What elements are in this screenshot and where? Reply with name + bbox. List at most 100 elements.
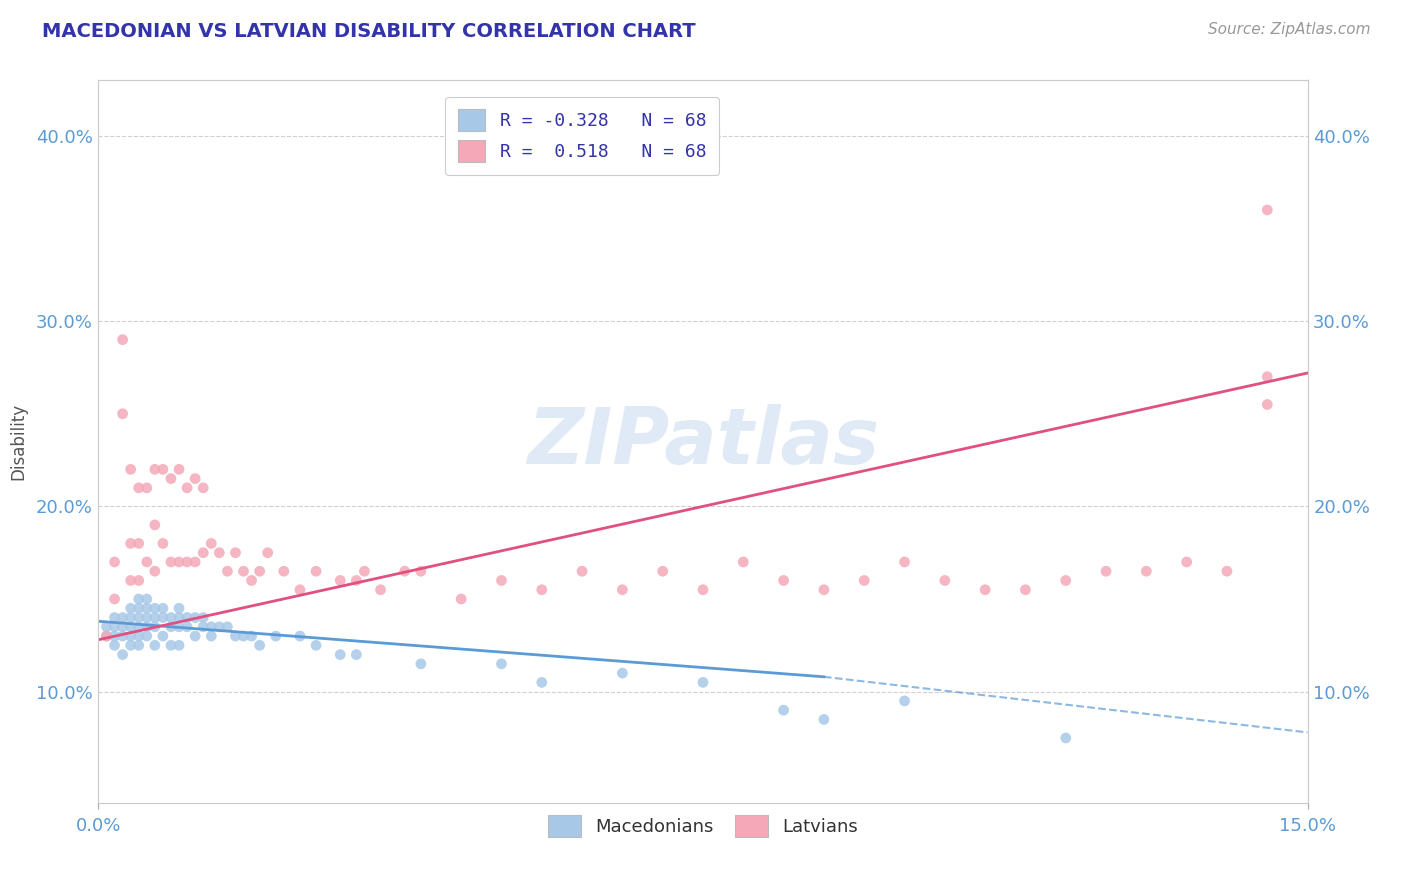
Point xyxy=(103,620,125,634)
Point xyxy=(96,629,118,643)
Point xyxy=(193,620,215,634)
Point xyxy=(120,601,142,615)
Point xyxy=(264,629,287,643)
Text: ZIPatlas: ZIPatlas xyxy=(527,403,879,480)
Point xyxy=(612,582,634,597)
Point xyxy=(934,574,956,588)
Point xyxy=(450,592,472,607)
Point xyxy=(160,610,183,624)
Text: Source: ZipAtlas.com: Source: ZipAtlas.com xyxy=(1208,22,1371,37)
Point xyxy=(135,629,157,643)
Point xyxy=(128,574,150,588)
Point xyxy=(224,629,246,643)
Point xyxy=(974,582,997,597)
Point xyxy=(893,555,915,569)
Point xyxy=(249,638,271,652)
Point xyxy=(167,638,190,652)
Point xyxy=(111,648,134,662)
Point xyxy=(103,592,125,607)
Point xyxy=(224,546,246,560)
Point xyxy=(143,610,166,624)
Point xyxy=(1135,564,1157,578)
Point xyxy=(1175,555,1198,569)
Y-axis label: Disability: Disability xyxy=(10,403,28,480)
Point xyxy=(1054,574,1077,588)
Point xyxy=(143,601,166,615)
Point xyxy=(772,574,794,588)
Point xyxy=(217,564,239,578)
Point xyxy=(143,638,166,652)
Point xyxy=(143,564,166,578)
Point xyxy=(135,555,157,569)
Point xyxy=(152,629,174,643)
Point xyxy=(409,564,432,578)
Point xyxy=(103,555,125,569)
Point xyxy=(120,638,142,652)
Point xyxy=(612,666,634,681)
Point xyxy=(208,620,231,634)
Point xyxy=(217,620,239,634)
Point xyxy=(111,333,134,347)
Point xyxy=(353,564,375,578)
Point xyxy=(160,620,183,634)
Point xyxy=(96,620,118,634)
Point xyxy=(651,564,673,578)
Point xyxy=(240,574,263,588)
Point xyxy=(200,536,222,550)
Point xyxy=(491,657,513,671)
Point xyxy=(530,675,553,690)
Point xyxy=(1256,202,1278,217)
Point xyxy=(305,638,328,652)
Point xyxy=(305,564,328,578)
Point xyxy=(176,620,198,634)
Point xyxy=(1014,582,1036,597)
Point xyxy=(135,610,157,624)
Point xyxy=(120,536,142,550)
Point xyxy=(111,610,134,624)
Point xyxy=(208,546,231,560)
Point xyxy=(853,574,876,588)
Point xyxy=(152,601,174,615)
Point xyxy=(103,638,125,652)
Point xyxy=(1216,564,1239,578)
Point xyxy=(893,694,915,708)
Point xyxy=(184,472,207,486)
Point xyxy=(143,620,166,634)
Point xyxy=(1054,731,1077,745)
Point xyxy=(167,555,190,569)
Point xyxy=(184,610,207,624)
Point xyxy=(1095,564,1118,578)
Point xyxy=(135,601,157,615)
Point xyxy=(128,638,150,652)
Point xyxy=(176,555,198,569)
Point xyxy=(143,462,166,476)
Point xyxy=(329,574,352,588)
Point xyxy=(491,574,513,588)
Point xyxy=(120,462,142,476)
Point xyxy=(256,546,278,560)
Point xyxy=(176,610,198,624)
Point xyxy=(1256,369,1278,384)
Point xyxy=(120,629,142,643)
Point xyxy=(193,610,215,624)
Point xyxy=(240,629,263,643)
Point xyxy=(128,620,150,634)
Point xyxy=(128,481,150,495)
Point xyxy=(176,481,198,495)
Point xyxy=(344,648,367,662)
Point xyxy=(813,713,835,727)
Point xyxy=(135,481,157,495)
Point xyxy=(571,564,593,578)
Point xyxy=(152,536,174,550)
Point xyxy=(200,629,222,643)
Point xyxy=(111,407,134,421)
Point xyxy=(193,481,215,495)
Point xyxy=(273,564,295,578)
Point xyxy=(288,629,311,643)
Point xyxy=(530,582,553,597)
Point xyxy=(143,517,166,532)
Point xyxy=(160,555,183,569)
Point xyxy=(128,592,150,607)
Point xyxy=(409,657,432,671)
Point xyxy=(120,574,142,588)
